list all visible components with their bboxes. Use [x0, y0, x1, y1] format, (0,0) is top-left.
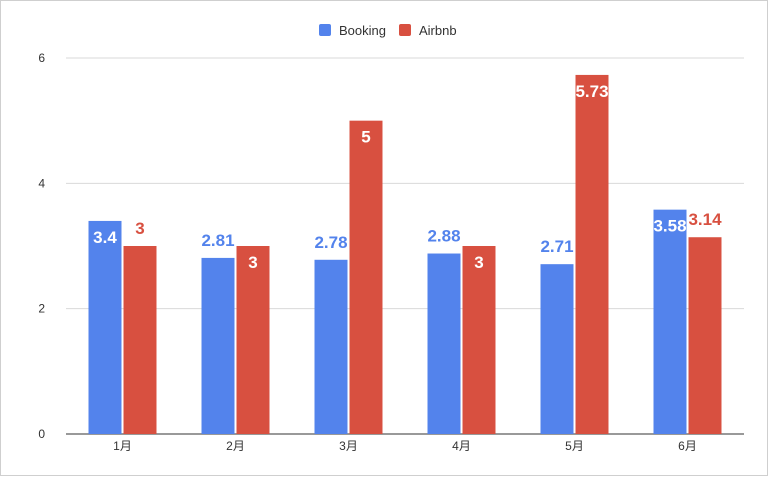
- data-label-airbnb-2: 3: [248, 253, 257, 272]
- data-label-airbnb-4: 3: [474, 253, 483, 272]
- x-tick-label: 6月: [678, 439, 697, 453]
- bar-booking-4: [427, 253, 461, 434]
- bar-airbnb-5: [575, 74, 609, 435]
- data-label-airbnb-6: 3.14: [688, 210, 722, 229]
- bar-airbnb-3: [349, 120, 383, 435]
- data-label-booking-5: 2.71: [540, 237, 573, 256]
- bar-booking-3: [314, 259, 348, 434]
- bar-booking-1: [88, 220, 122, 434]
- y-tick-label: 2: [38, 302, 45, 316]
- data-label-booking-3: 2.78: [314, 233, 347, 252]
- y-tick-label: 0: [38, 427, 45, 441]
- x-tick-label: 2月: [226, 439, 245, 453]
- x-tick-label: 5月: [565, 439, 584, 453]
- y-tick-label: 4: [38, 176, 45, 190]
- gridlines: [66, 57, 744, 435]
- data-label-booking-4: 2.88: [427, 227, 460, 246]
- bar-airbnb-4: [462, 246, 496, 434]
- bar-airbnb-1: [123, 246, 157, 434]
- x-tick-label: 4月: [452, 439, 471, 453]
- x-axis-ticks: 1月 2月 3月 4月 5月 6月: [113, 439, 697, 453]
- bar-booking-2: [201, 257, 235, 434]
- legend-item-booking[interactable]: Booking: [319, 23, 386, 38]
- data-label-booking-1: 3.4: [93, 228, 117, 247]
- data-label-airbnb-5: 5.73: [575, 82, 608, 101]
- legend: Booking Airbnb: [319, 23, 457, 38]
- legend-label: Booking: [339, 23, 386, 38]
- y-axis-ticks: 0 2 4 6: [38, 51, 45, 441]
- bar-booking-5: [540, 264, 574, 434]
- legend-item-airbnb[interactable]: Airbnb: [399, 23, 457, 38]
- data-label-booking-6: 3.58: [653, 217, 686, 236]
- legend-label: Airbnb: [419, 23, 457, 38]
- data-label-airbnb-1: 3: [135, 219, 144, 238]
- bars: 3.4 3 2.81 3 2.78 5 2.88 3 2.71 5.73 3.58 3.14: [88, 74, 722, 435]
- x-tick-label: 3月: [339, 439, 358, 453]
- x-tick-label: 1月: [113, 439, 132, 453]
- data-label-booking-2: 2.81: [201, 231, 234, 250]
- bar-airbnb-2: [236, 246, 270, 434]
- legend-swatch: [319, 24, 331, 36]
- data-label-airbnb-3: 5: [361, 128, 370, 147]
- y-tick-label: 6: [38, 51, 45, 65]
- legend-swatch: [399, 24, 411, 36]
- bar-airbnb-6: [688, 237, 722, 434]
- bar-booking-6: [653, 209, 687, 434]
